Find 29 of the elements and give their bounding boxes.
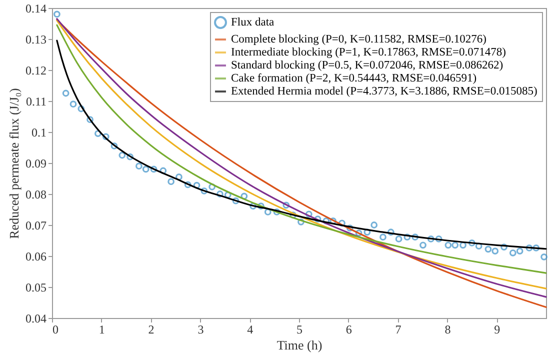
x-tick-label: 3: [198, 322, 204, 336]
x-tick-label: 5: [296, 322, 302, 336]
x-tick-label: 7: [395, 322, 402, 336]
y-axis-title: Reduced permeate flux (J/J₀): [6, 88, 22, 239]
x-tick-label: 8: [444, 322, 451, 336]
y-tick-label: 0.04: [26, 312, 46, 326]
y-tick-label: 0.11: [26, 94, 46, 108]
legend-label: Cake formation (P=2, K=0.54443, RMSE=0.046591): [231, 72, 477, 84]
legend-label: Complete blocking (P=0, K=0.11582, RMSE=0.10276): [231, 34, 487, 46]
legend-label: Extended Hermia model (P=4.3773, K=3.1886, RMSE=0.015085): [231, 86, 538, 98]
y-tick-label: 0.07: [26, 218, 46, 232]
y-tick-label: 0.14: [26, 2, 46, 16]
y-tick-label: 0.1: [32, 126, 46, 140]
y-tick-label: 0.13: [26, 32, 46, 46]
x-tick-label: 4: [247, 322, 254, 336]
legend-label: Flux data: [231, 16, 274, 28]
y-tick-label: 0.12: [26, 64, 46, 78]
x-tick-label: 9: [494, 322, 500, 336]
y-tick-label: 0.08: [26, 188, 46, 202]
y-tick-label: 0.09: [26, 156, 46, 170]
y-tick-label: 0.05: [26, 280, 46, 294]
legend-label: Standard blocking (P=0.5, K=0.072046, RMSE=0.086262): [231, 60, 504, 72]
x-tick-label: 0: [52, 322, 58, 336]
x-tick-label: 2: [148, 322, 154, 336]
legend-label: Intermediate blocking (P=1, K=0.17863, RMSE=0.071478): [231, 46, 506, 58]
x-tick-label: 6: [346, 322, 352, 336]
x-tick-label: 1: [98, 322, 105, 336]
x-axis-title: Time (h): [276, 338, 322, 352]
y-tick-label: 0.06: [26, 250, 46, 264]
